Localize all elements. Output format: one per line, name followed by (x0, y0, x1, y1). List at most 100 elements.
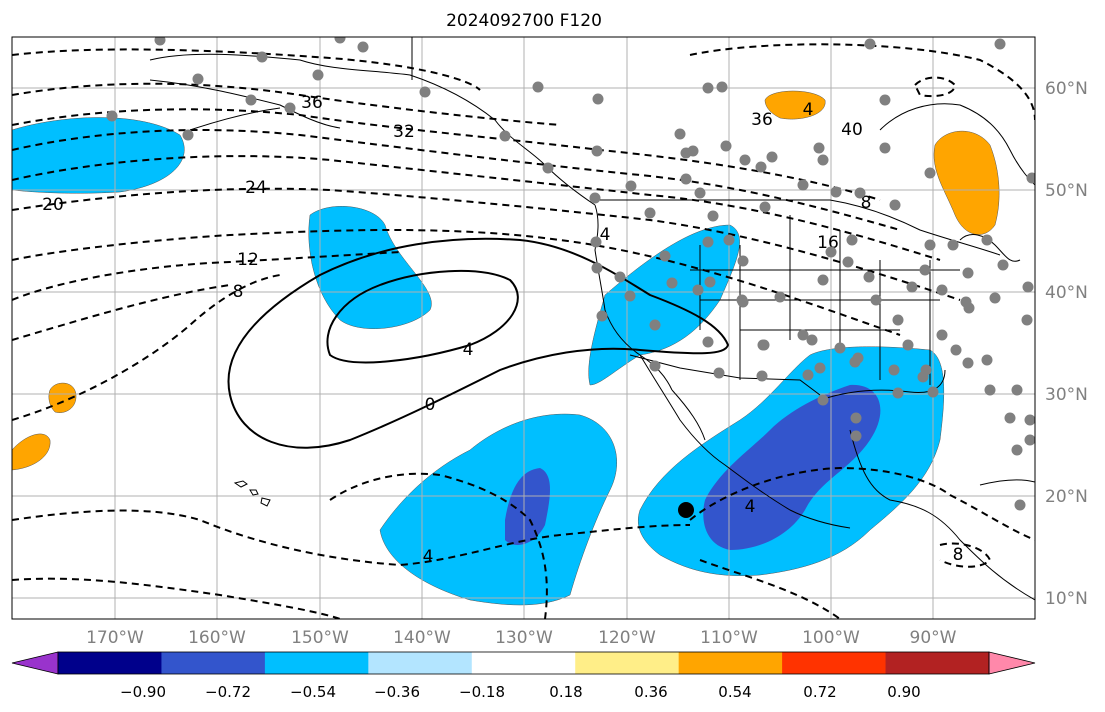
station-dot (702, 82, 714, 94)
contours (12, 43, 1035, 619)
station-dot (774, 291, 786, 303)
station-dot (797, 329, 809, 341)
colorbar-segment (368, 652, 473, 674)
station-dot (192, 73, 204, 85)
station-dot (649, 360, 661, 372)
lon-label: 150°W (291, 628, 349, 648)
lon-label: 160°W (188, 628, 246, 648)
contour-label: 12 (237, 250, 259, 270)
lat-label: 30°N (1045, 385, 1088, 405)
station-dot (357, 41, 369, 53)
station-dot (806, 334, 818, 346)
station-dot (644, 207, 656, 219)
station-dot (592, 93, 604, 105)
station-dot (852, 352, 864, 364)
station-dot (702, 236, 714, 248)
contour-label: 8 (953, 545, 964, 565)
station-dot (936, 329, 948, 341)
station-dot (106, 110, 118, 122)
contour-label: 40 (841, 120, 863, 140)
station-dot (756, 370, 768, 382)
station-dot (879, 94, 891, 106)
station-dot (892, 387, 904, 399)
station-dot (182, 129, 194, 141)
station-dot (716, 81, 728, 93)
station-dot (981, 354, 993, 366)
station-dot (989, 292, 1001, 304)
station-dot (707, 210, 719, 222)
lat-label: 10°N (1045, 589, 1088, 609)
graticule (12, 37, 1035, 619)
station-dot (854, 187, 866, 199)
region-negative-gulf-alaska (308, 206, 432, 329)
station-dot (963, 302, 975, 314)
station-dot (1021, 314, 1033, 326)
colorbar-tick-label: −0.54 (290, 683, 336, 701)
station-dot (864, 38, 876, 50)
station-dot (532, 81, 544, 93)
station-dot (154, 37, 166, 46)
station-dot (704, 276, 716, 288)
colorbar-tick-label: 0.36 (634, 683, 667, 701)
station-dot (739, 154, 751, 166)
station-dot (888, 364, 900, 376)
colorbar-tick-label: −0.18 (459, 683, 505, 701)
contour-label: 32 (393, 122, 415, 142)
station-dot (659, 250, 671, 262)
region-positive-west-pacific-1 (48, 382, 77, 413)
station-dot (334, 37, 346, 44)
station-dot (284, 102, 296, 114)
station-dot (737, 255, 749, 267)
lon-label: 120°W (598, 628, 656, 648)
station-dot (723, 234, 735, 246)
colorbar-extend-max (988, 651, 1036, 675)
latitude-labels: 60°N 50°N 40°N 30°N 20°N 10°N (1045, 79, 1088, 609)
colorbar-tick-label: 0.18 (549, 683, 582, 701)
station-dot (649, 319, 661, 331)
station-dot (927, 386, 939, 398)
colorbar-frame (57, 651, 990, 675)
region-negative-pacific-nw (12, 117, 185, 194)
station-dot (256, 51, 268, 63)
station-dot (624, 290, 636, 302)
station-dot (906, 281, 918, 293)
station-dot (755, 161, 767, 173)
lon-label: 110°W (700, 628, 758, 648)
station-dot (625, 180, 637, 192)
station-dot (245, 94, 257, 106)
shaded-regions (12, 90, 1000, 606)
colorbar-segment (264, 652, 369, 674)
station-dot (499, 130, 511, 142)
station-markers (106, 37, 1035, 511)
station-dot (920, 364, 932, 376)
station-dot (759, 201, 771, 213)
station-dot (850, 412, 862, 424)
station-dot (797, 179, 809, 191)
station-dot (737, 296, 749, 308)
station-dot (962, 267, 974, 279)
station-dot (892, 314, 904, 326)
colorbar-extend-min (11, 651, 59, 675)
figure-title: 2024092700 F120 (446, 11, 602, 31)
station-dot (902, 339, 914, 351)
station-dot (817, 154, 829, 166)
station-dot (591, 262, 603, 274)
contour-label: 4 (423, 547, 434, 567)
station-dot (879, 142, 891, 154)
contour-label: 0 (425, 395, 436, 415)
station-dot (830, 186, 842, 198)
station-dot (1022, 281, 1034, 293)
lon-label: 130°W (495, 628, 553, 648)
colorbar-tick-labels: −0.90 −0.72 −0.54 −0.36 −0.18 0.18 0.36 … (120, 683, 921, 701)
station-dot (863, 271, 875, 283)
station-dot (817, 394, 829, 406)
region-positive-west-pacific-2 (12, 433, 51, 471)
station-dot (687, 145, 699, 157)
station-dot (919, 264, 931, 276)
region-positive-hudson (933, 130, 1000, 235)
colorbar-segment (471, 652, 576, 674)
station-dot (674, 128, 686, 140)
contour-label: 36 (301, 93, 323, 113)
station-dot (947, 239, 959, 251)
contour-label: 4 (600, 225, 611, 245)
